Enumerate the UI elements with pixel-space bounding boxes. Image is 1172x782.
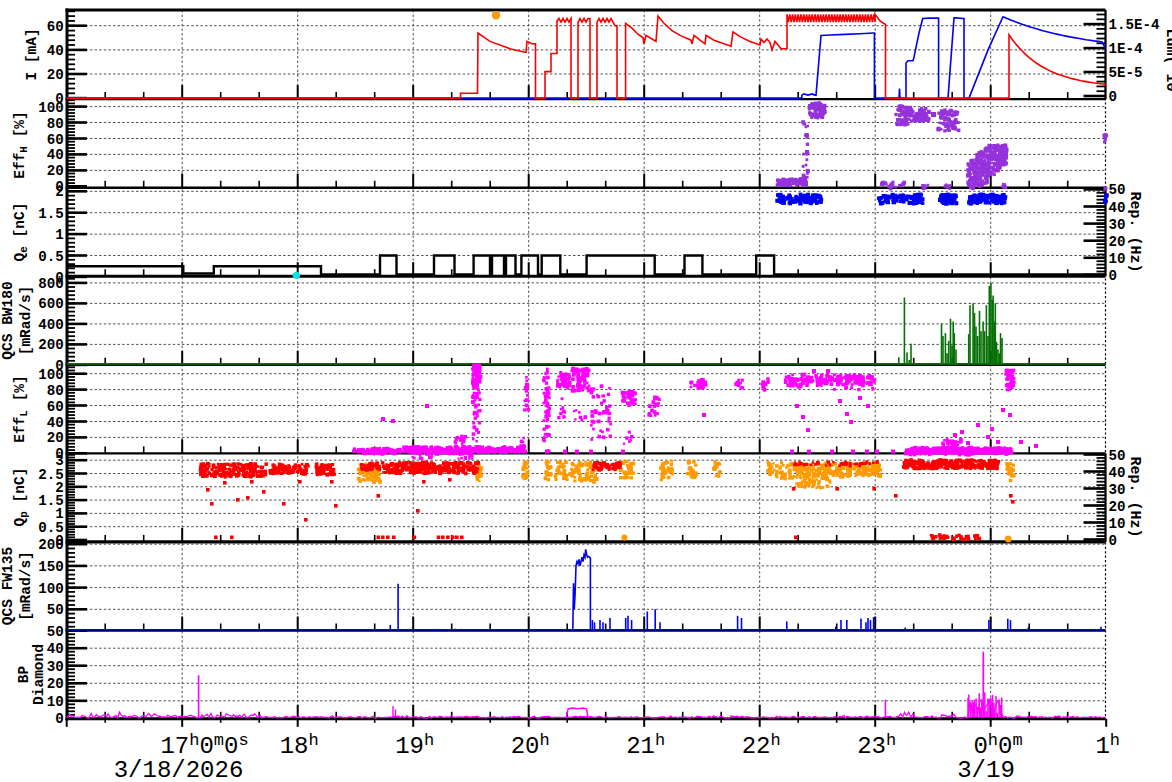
svg-text:3/19: 3/19 xyxy=(957,757,1015,782)
svg-text:EffH [%]: EffH [%] xyxy=(12,111,30,179)
svg-text:EffL [%]: EffL [%] xyxy=(12,375,30,443)
svg-text:30: 30 xyxy=(1109,217,1126,233)
svg-text:150: 150 xyxy=(38,559,64,575)
svg-text:QCS BW180: QCS BW180 xyxy=(0,281,16,359)
svg-text:50: 50 xyxy=(1109,182,1126,198)
svg-text:200: 200 xyxy=(38,337,64,353)
svg-text:600: 600 xyxy=(38,296,64,312)
svg-text:20: 20 xyxy=(47,163,64,179)
svg-text:20: 20 xyxy=(47,67,64,83)
svg-text:40: 40 xyxy=(1109,465,1126,481)
svg-text:1.5: 1.5 xyxy=(38,206,64,222)
svg-text:20: 20 xyxy=(47,676,64,692)
svg-text:40: 40 xyxy=(47,641,64,657)
svg-text:40: 40 xyxy=(47,43,64,59)
svg-text:10: 10 xyxy=(1109,251,1126,267)
svg-text:60: 60 xyxy=(47,19,64,35)
svg-text:5E-5: 5E-5 xyxy=(1109,65,1143,81)
svg-text:30: 30 xyxy=(1109,482,1126,498)
svg-text:1E-4: 1E-4 xyxy=(1109,41,1144,57)
svg-text:Rep. (Hz): Rep. (Hz) xyxy=(1126,191,1143,272)
svg-text:20: 20 xyxy=(47,430,64,446)
svg-text:800: 800 xyxy=(38,276,64,292)
svg-text:Rep. (Hz): Rep. (Hz) xyxy=(1126,456,1143,537)
svg-text:[mRad/s]: [mRad/s] xyxy=(18,551,34,621)
svg-text:QCS FW135: QCS FW135 xyxy=(0,547,16,625)
svg-text:1.5E-4: 1.5E-4 xyxy=(1109,17,1161,33)
svg-text:3/18/2026: 3/18/2026 xyxy=(114,757,244,782)
svg-text:50: 50 xyxy=(1109,448,1126,464)
svg-text:40: 40 xyxy=(47,147,64,163)
svg-text:3: 3 xyxy=(55,453,64,469)
svg-text:100: 100 xyxy=(38,367,64,383)
svg-text:Diamond: Diamond xyxy=(31,644,47,705)
svg-text:I [mA]: I [mA] xyxy=(24,28,40,80)
svg-text:Lum( 10: Lum( 10 xyxy=(1162,28,1172,91)
svg-text:60: 60 xyxy=(47,132,64,148)
svg-text:0.5: 0.5 xyxy=(38,249,64,265)
svg-text:40: 40 xyxy=(47,415,64,431)
svg-text:40: 40 xyxy=(1109,200,1126,216)
svg-text:BP: BP xyxy=(16,666,32,684)
svg-text:0: 0 xyxy=(1109,268,1118,284)
svg-text:200: 200 xyxy=(38,537,64,553)
svg-text:20: 20 xyxy=(1109,234,1126,250)
svg-text:80: 80 xyxy=(47,116,64,132)
svg-text:0: 0 xyxy=(1109,89,1118,105)
svg-text:0: 0 xyxy=(1109,533,1118,549)
svg-text:20: 20 xyxy=(1109,499,1126,515)
svg-text:17h0m0s: 17h0m0s xyxy=(160,731,248,760)
svg-text:[mRad/s]: [mRad/s] xyxy=(18,286,34,356)
svg-text:100: 100 xyxy=(38,100,64,116)
svg-text:0: 0 xyxy=(55,711,64,727)
svg-text:1: 1 xyxy=(55,227,64,243)
svg-text:10: 10 xyxy=(1109,516,1126,532)
svg-text:400: 400 xyxy=(38,317,64,333)
svg-text:60: 60 xyxy=(47,399,64,415)
svg-text:10: 10 xyxy=(47,694,64,710)
svg-text:80: 80 xyxy=(47,383,64,399)
svg-text:2: 2 xyxy=(55,184,64,200)
svg-text:30: 30 xyxy=(47,659,64,675)
svg-text:50: 50 xyxy=(47,624,64,640)
svg-text:100: 100 xyxy=(38,581,64,597)
svg-text:50: 50 xyxy=(47,602,64,618)
